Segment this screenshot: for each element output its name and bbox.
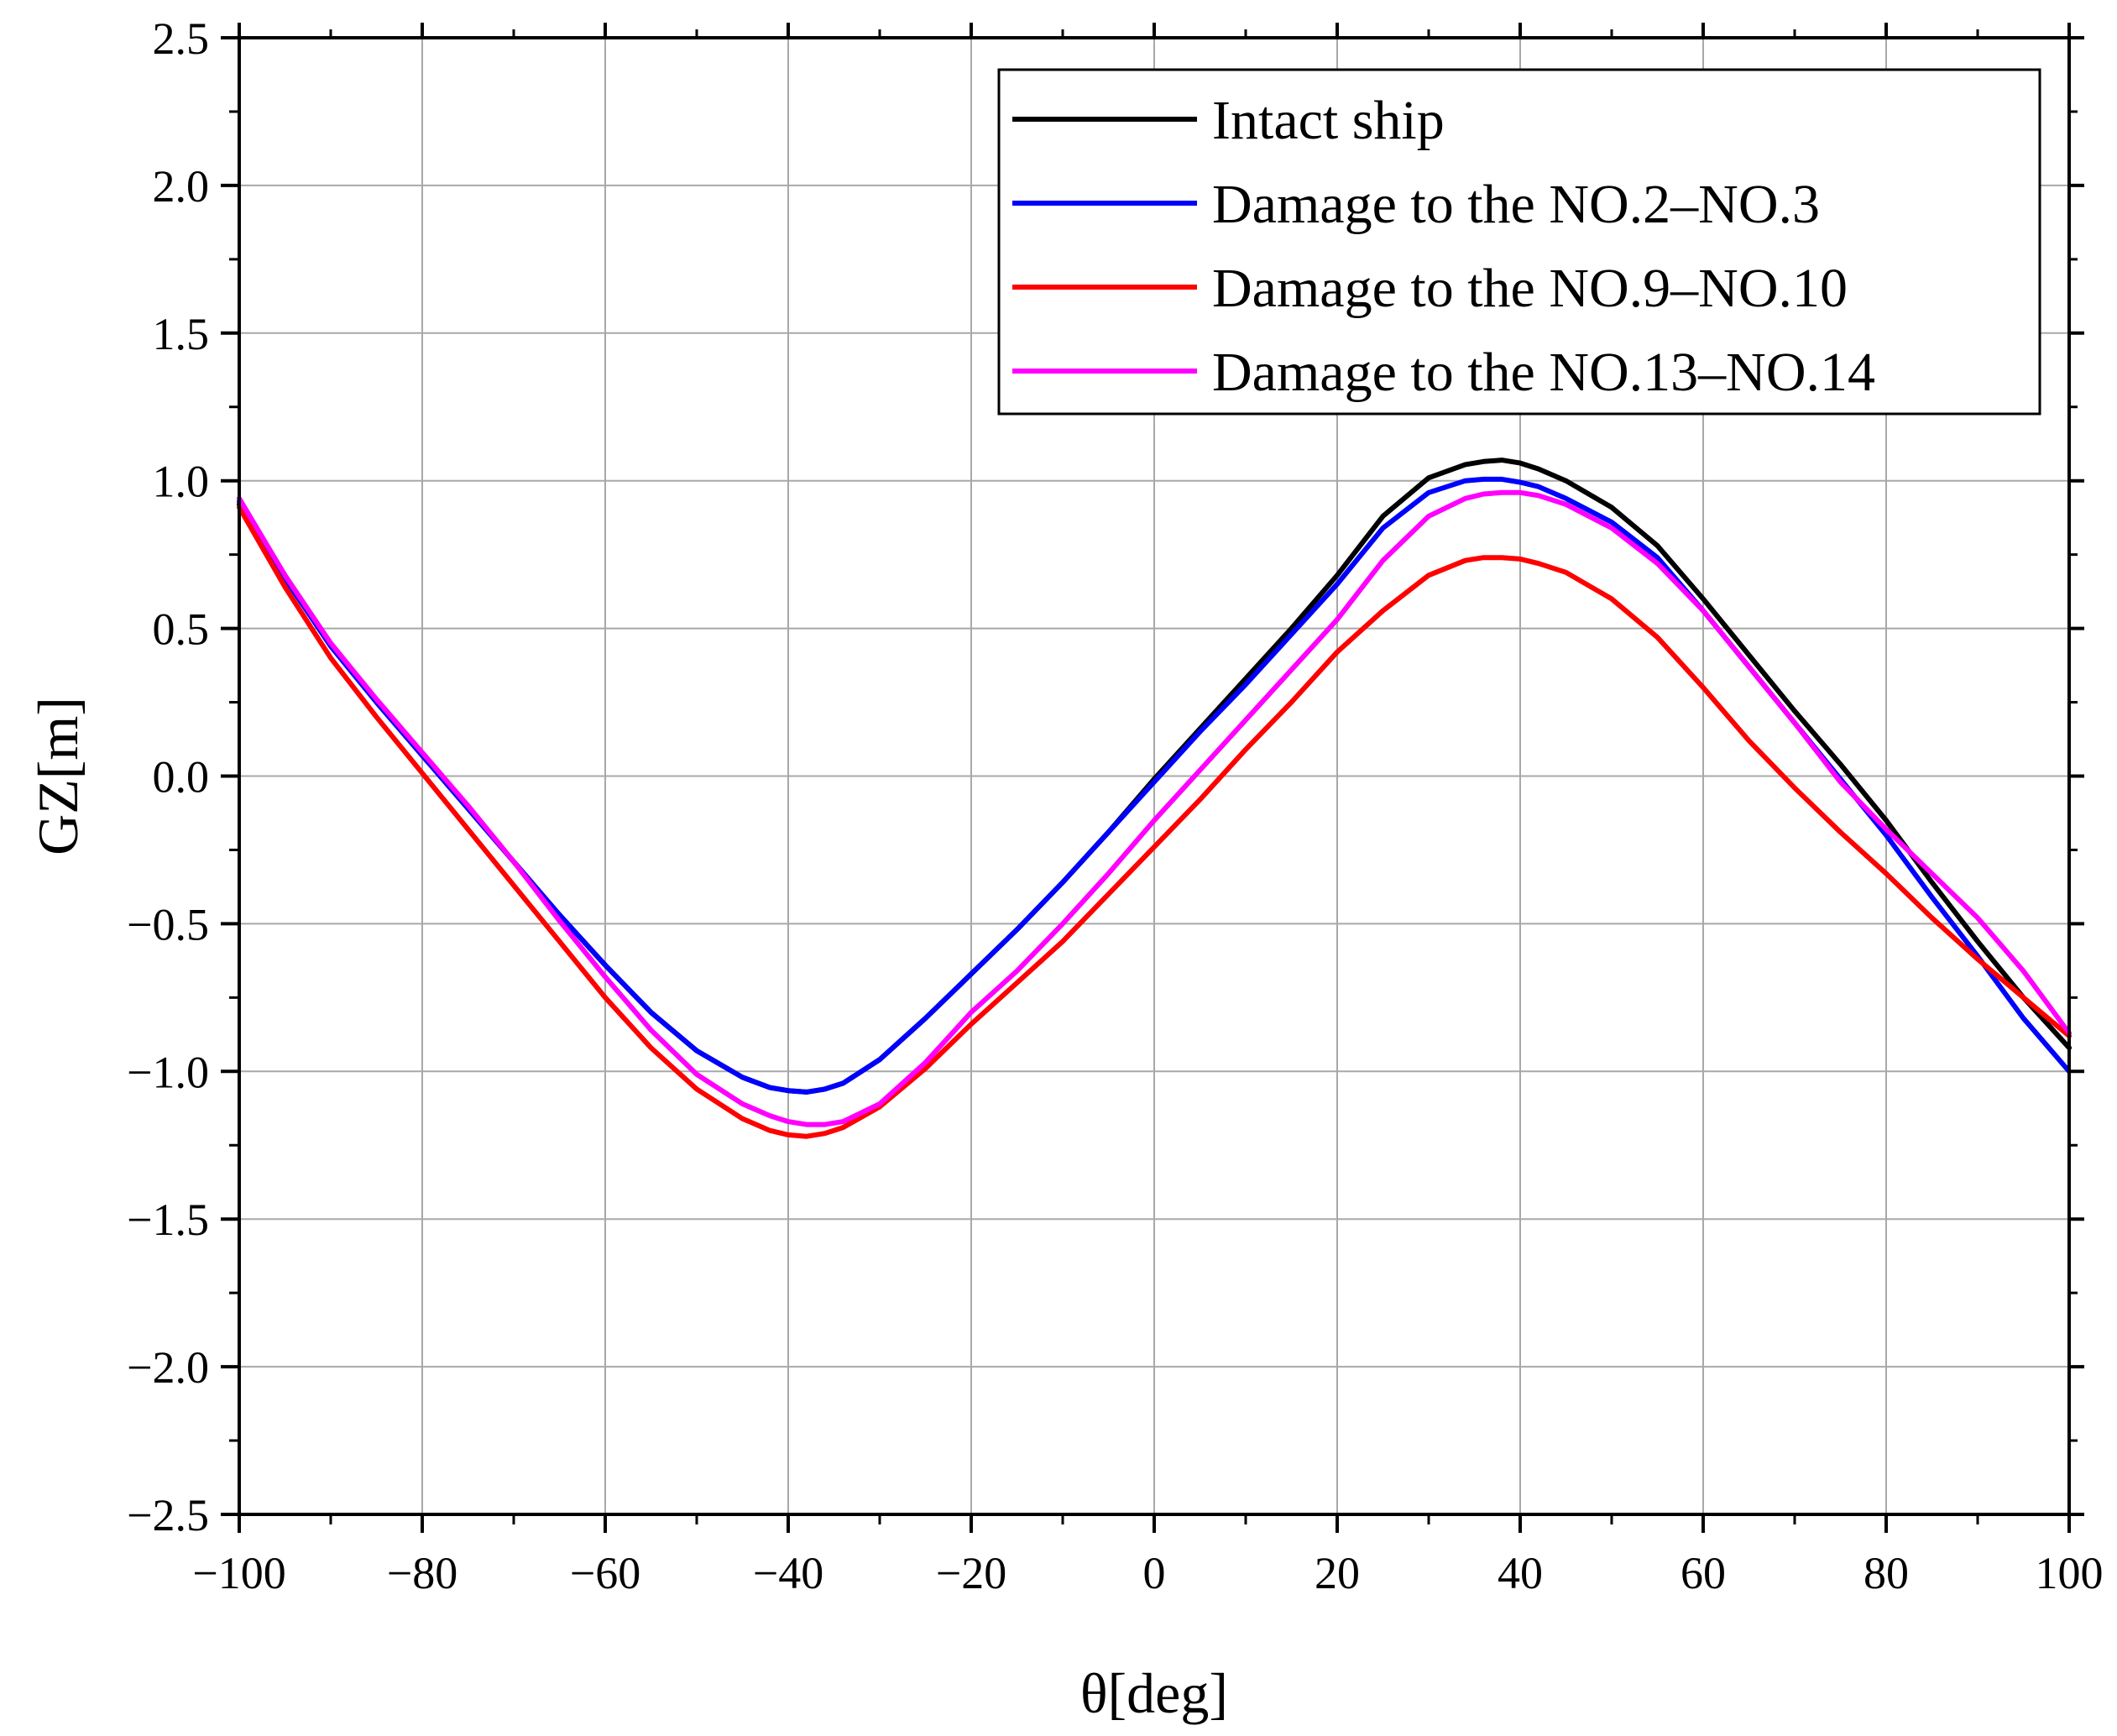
y-tick-label: −2.0 (127, 1342, 209, 1393)
legend-label-4: Damage to the NO.13–NO.14 (1212, 342, 1875, 403)
x-tick-label: 100 (2036, 1548, 2104, 1598)
plot-lines (237, 458, 2072, 1139)
legend-box (997, 68, 2041, 416)
series-line-4 (237, 489, 2072, 1127)
y-tick-label: 2.0 (153, 161, 210, 212)
x-tick-label: 20 (1315, 1548, 1360, 1598)
x-tick-label: −80 (387, 1548, 457, 1598)
y-tick-label: −1.5 (127, 1195, 209, 1245)
legend-label-2: Damage to the NO.2–NO.3 (1212, 174, 1820, 235)
y-tick-label: 0.5 (153, 604, 210, 655)
y-tick-label: 1.0 (153, 457, 210, 507)
x-tick-label: −100 (192, 1548, 285, 1598)
axes (221, 23, 2084, 1533)
series-line-3 (237, 505, 2072, 1139)
y-tick-label: −1.0 (127, 1047, 209, 1097)
y-tick-label: −0.5 (127, 899, 209, 949)
x-tick-label: 60 (1681, 1548, 1726, 1598)
x-tick-label: −20 (936, 1548, 1006, 1598)
legend: Intact ship Damage to the NO.2–NO.3 Damage… (997, 68, 2041, 416)
y-tick-label: 1.5 (153, 309, 210, 359)
x-tick-label: −60 (570, 1548, 640, 1598)
y-axis-title: GZ[m] (26, 697, 90, 855)
x-tick-label: 80 (1863, 1548, 1909, 1598)
x-tick-labels: −100 −80 −60 −40 −20 0 20 40 60 80 100 (192, 1548, 2103, 1598)
x-tick-label: 40 (1498, 1548, 1543, 1598)
x-tick-label: 0 (1143, 1548, 1166, 1598)
y-tick-label: −2.5 (127, 1490, 209, 1540)
legend-label-3: Damage to the NO.9–NO.10 (1212, 258, 1848, 319)
y-tick-labels: −2.5 −2.0 −1.5 −1.0 −0.5 0.0 0.5 1.0 1.5 2.0 2.5 (127, 13, 209, 1540)
y-tick-label: 2.5 (153, 13, 210, 64)
x-tick-label: −40 (753, 1548, 823, 1598)
legend-label-1: Intact ship (1212, 90, 1445, 151)
y-tick-label: 0.0 (153, 752, 210, 803)
x-axis-title: θ[deg] (1080, 1661, 1228, 1725)
